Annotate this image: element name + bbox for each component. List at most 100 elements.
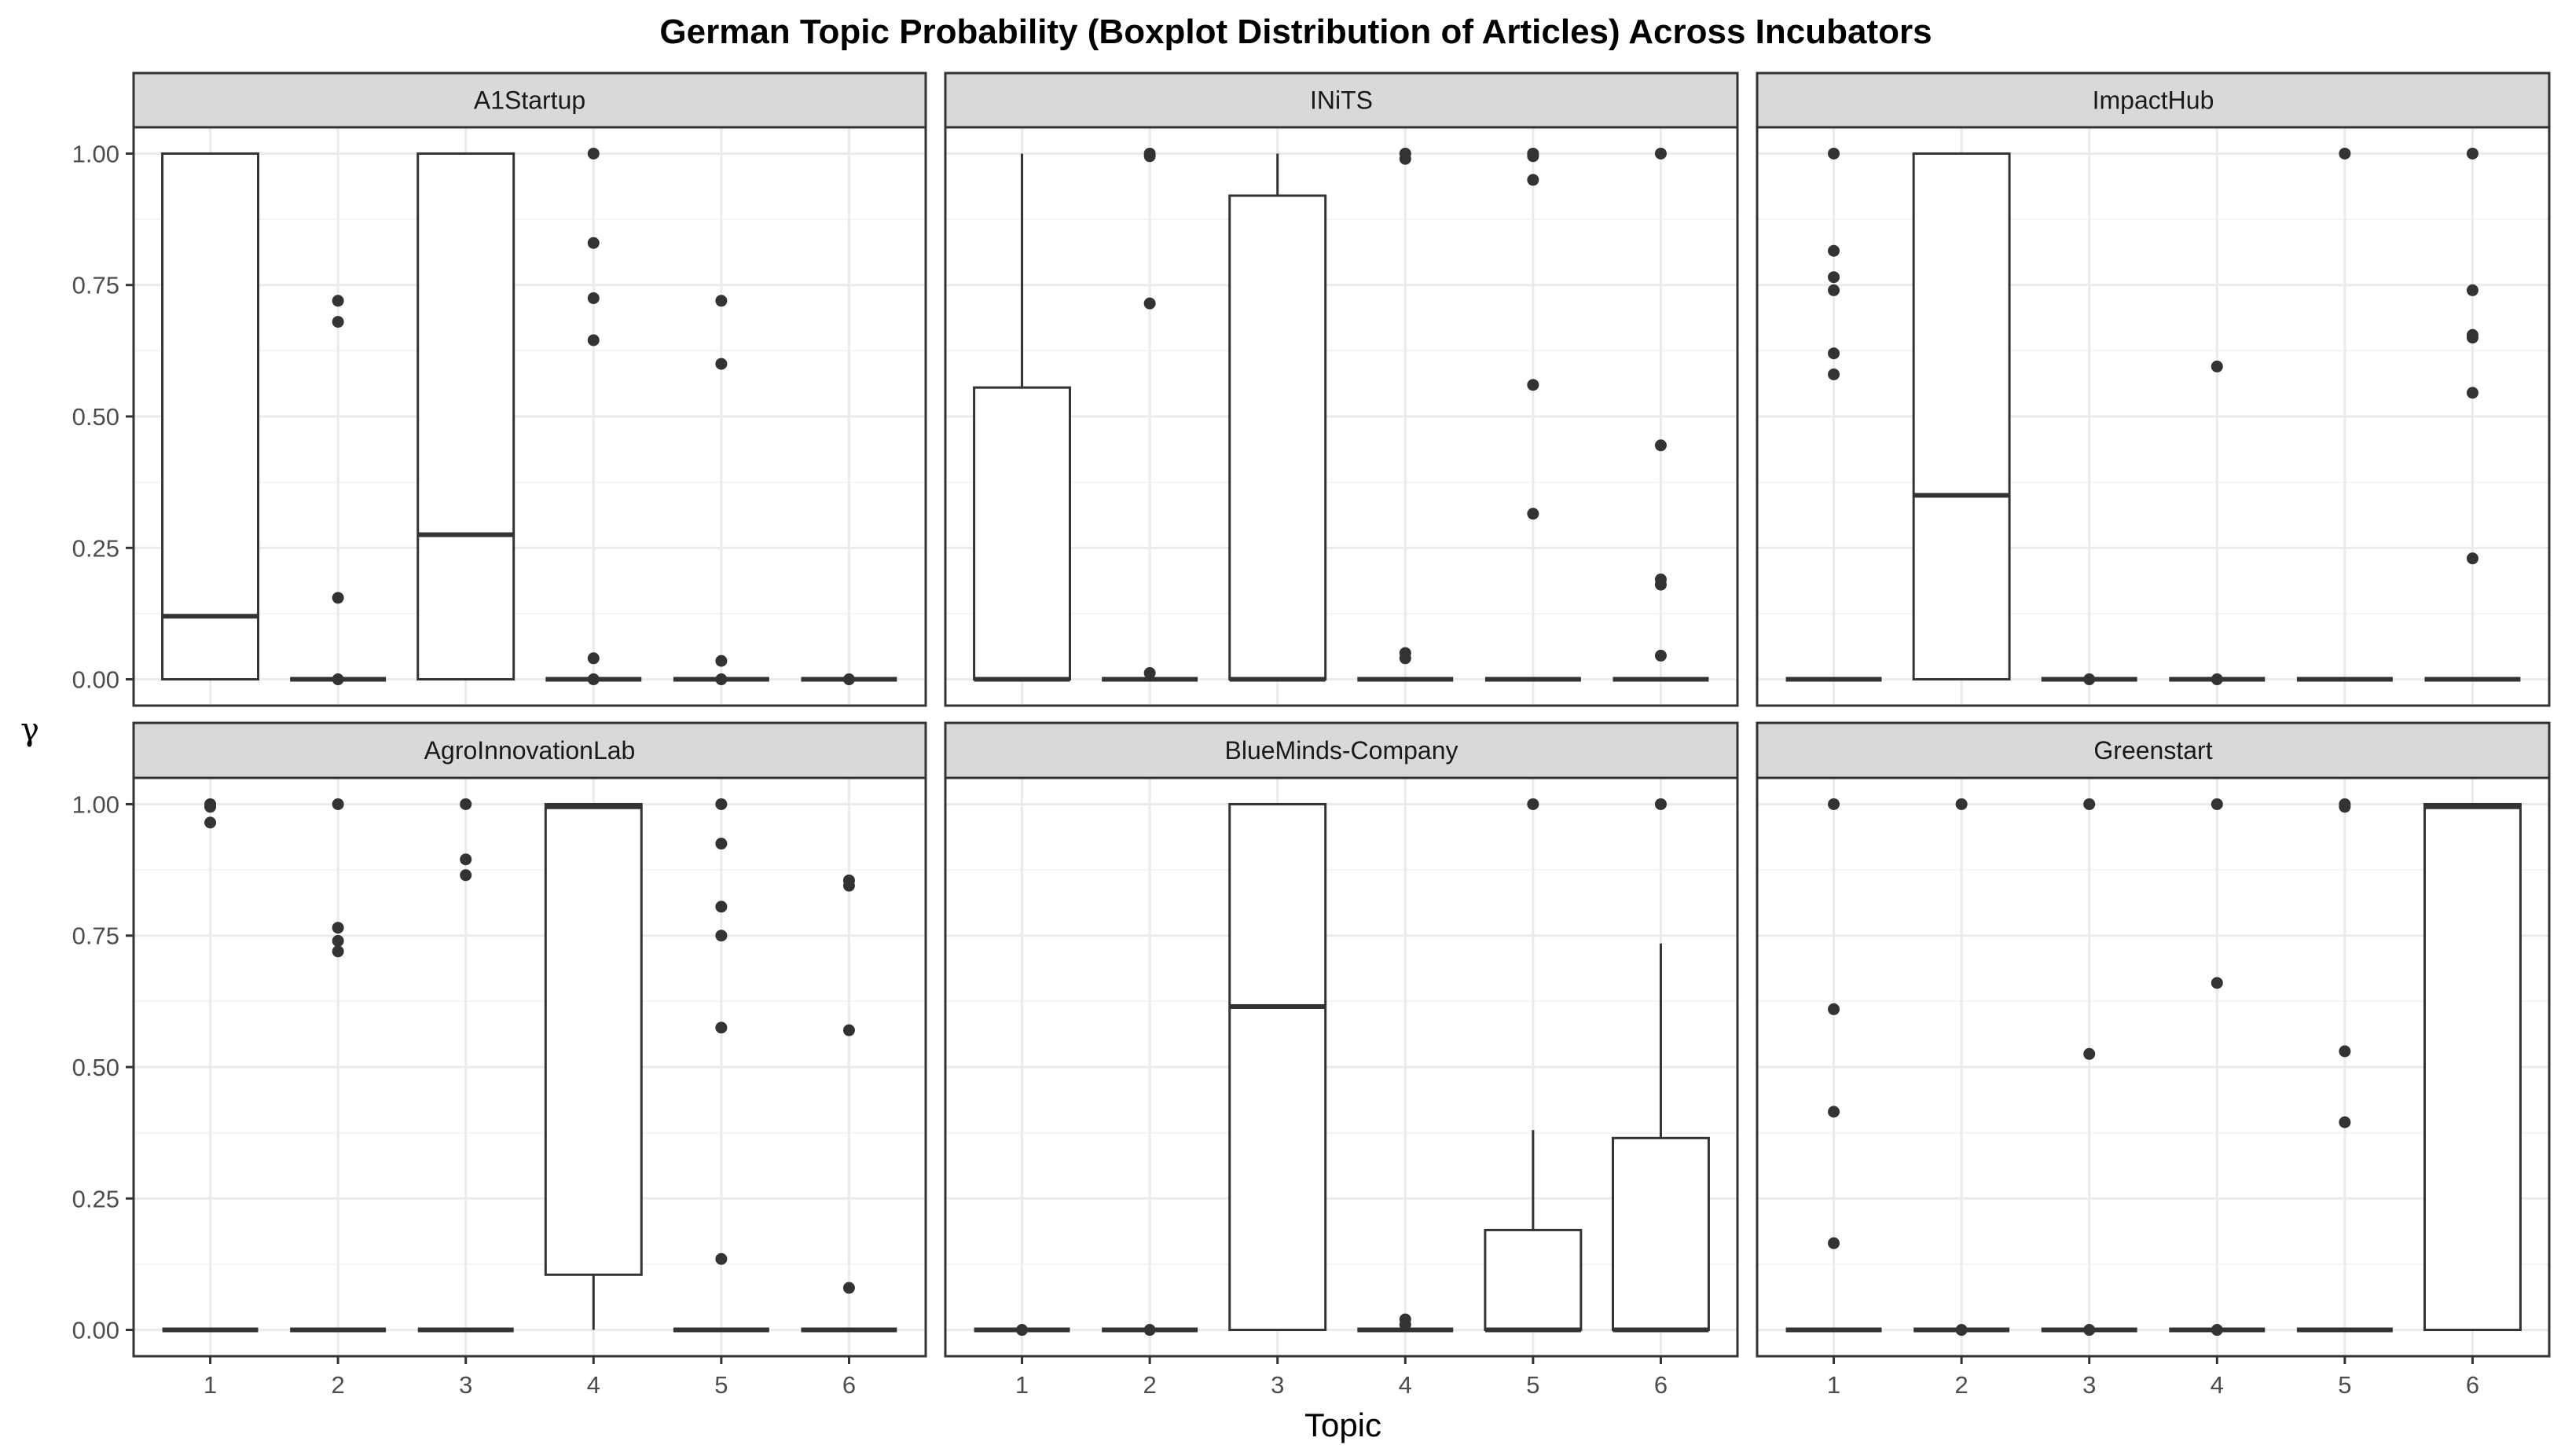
x-tick-label: 6 [842,1371,856,1399]
outlier-point [332,673,344,686]
outlier-point [2211,798,2223,810]
outlier-point [2083,1047,2096,1060]
outlier-point [2466,332,2478,344]
facet-strip-label: AgroInnovationLab [424,736,636,765]
outlier-point [2083,798,2096,810]
box-topic-6 [1611,798,1710,1333]
outlier-point [1143,667,1156,680]
facet-strip [132,72,927,129]
x-tick-label: 3 [459,1371,472,1399]
x-tick-label: 5 [1526,1371,1539,1399]
facet-strip-label: BlueMinds-Company [1224,736,1458,765]
box-topic-3 [1228,153,1327,682]
outlier-point [842,673,855,686]
box-topic-6 [2423,802,2522,1332]
outlier-point [1955,1324,1968,1337]
y-tick-label: 1.00 [72,790,119,818]
facet-strip [1756,721,2551,779]
x-tick-label: 3 [1271,1371,1284,1399]
outlier-point [1527,379,1539,391]
outlier-point [587,292,600,304]
box-topic-5 [1484,798,1583,1333]
outlier-point [1654,798,1667,810]
box-body [1228,802,1327,1332]
facet-strip [1756,72,2551,129]
box-topic-2 [1913,798,2010,1337]
outlier-point [332,295,344,307]
box-topic-3 [2041,673,2137,686]
y-tick-label: 0.50 [72,403,119,431]
x-tick-label: 6 [1654,1371,1668,1399]
outlier-point [1828,347,1840,360]
outlier-point [2211,673,2223,686]
outlier-point [1527,174,1539,186]
box-topic-1 [973,153,1072,682]
outlier-point [2339,1045,2351,1058]
box-topic-3 [416,152,516,681]
facet-strip-label: Greenstart [2093,736,2212,765]
panel-border [944,776,1739,1358]
facet-strip-label: A1Startup [474,86,585,115]
outlier-point [2466,552,2478,565]
y-axis-title: γ [20,712,39,748]
box-body [2423,802,2522,1332]
outlier-point [1654,147,1667,160]
outlier-point [332,798,344,810]
outlier-point [587,334,600,347]
panel-border [944,126,1739,707]
box-topic-4 [1357,1313,1454,1333]
outlier-point [332,945,344,958]
y-tick-label: 0.25 [72,534,119,562]
box-topic-1 [974,1324,1070,1337]
outlier-point [460,853,472,866]
outlier-point [587,147,600,160]
y-tick-label: 0.00 [72,666,119,694]
x-tick-label: 2 [1955,1371,1968,1399]
box-body [1228,194,1327,681]
outlier-point [2339,147,2351,160]
facet-panel: ImpactHub [1756,72,2551,707]
box-topic-6 [801,874,897,1333]
outlier-point [1828,244,1840,257]
outlier-point [2466,284,2478,296]
x-axis-title: Topic [1304,1406,1381,1443]
box-body [1484,1228,1583,1332]
box-topic-5 [1484,147,1581,682]
box-topic-3 [417,798,514,1333]
outlier-point [2339,801,2351,813]
x-tick-label: 2 [1143,1371,1157,1399]
outlier-point [1143,1324,1156,1337]
outlier-point [2466,147,2478,160]
box-body [1912,152,2011,681]
outlier-point [332,316,344,328]
facet-strip-label: ImpactHub [2093,86,2214,115]
x-tick-label: 4 [1399,1371,1412,1399]
outlier-point [1828,271,1840,284]
outlier-point [715,673,728,686]
x-tick-label: 4 [2211,1371,2224,1399]
outlier-point [715,798,728,810]
box-body [973,386,1072,681]
x-tick-label: 1 [1015,1371,1029,1399]
box-topic-4 [544,802,643,1330]
box-body [416,152,516,681]
outlier-point [1654,578,1667,591]
outlier-point [715,1252,728,1265]
outlier-point [1143,150,1156,163]
box-topic-1 [1785,798,1882,1333]
outlier-point [715,1021,728,1034]
outlier-point [332,922,344,934]
outlier-point [587,652,600,665]
x-tick-label: 5 [2338,1371,2351,1399]
box-topic-4 [1357,147,1454,682]
outlier-point [1828,1106,1840,1118]
box-topic-5 [673,798,769,1333]
outlier-point [842,879,855,892]
panel-border [1756,776,2551,1358]
outlier-point [2211,360,2223,372]
outlier-point [715,358,728,370]
panels-layer: A1Startup 0.00 0.25 0.50 0.75 1.00 INiTS Impact… [72,72,2551,1399]
outlier-point [1654,649,1667,662]
box-topic-2 [290,798,387,1333]
